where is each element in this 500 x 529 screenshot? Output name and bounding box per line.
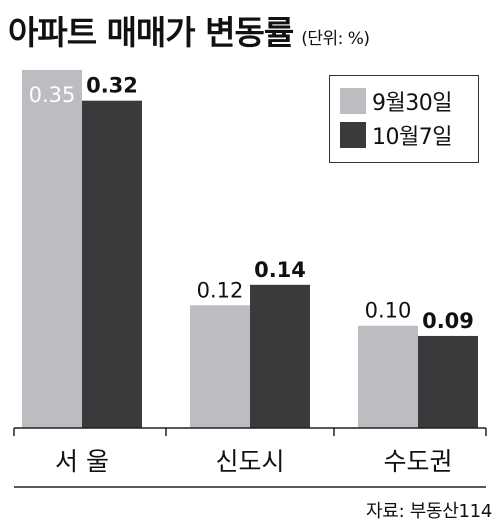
chart-title: 아파트 매매가 변동률 (8, 13, 294, 52)
category-label-new-town: 신도시 (215, 447, 284, 476)
category-label-seoul: 서 울 (55, 447, 109, 476)
legend-item-oct7: 10월7일 (340, 120, 452, 150)
legend-swatch-oct7 (340, 122, 366, 148)
bar-seoul-oct7 (82, 100, 142, 428)
value-label-capital-area-sep30: 0.10 (365, 299, 412, 323)
legend-swatch-sep30 (340, 88, 366, 114)
legend: 9월30일 10월7일 (329, 75, 479, 163)
source-note: 자료: 부동산114 (366, 501, 492, 522)
bar-new-town-oct7 (250, 284, 310, 428)
value-label-capital-area-oct7: 0.09 (422, 309, 474, 333)
value-label-new-town-sep30: 0.12 (197, 278, 244, 302)
legend-label-sep30: 9월30일 (372, 91, 452, 116)
value-label-seoul-sep30: 0.35 (29, 83, 76, 107)
legend-label-oct7: 10월7일 (372, 125, 452, 150)
bar-capital-area-sep30 (358, 325, 418, 428)
value-label-seoul-oct7: 0.32 (86, 74, 138, 98)
bar-seoul-sep30 (22, 70, 82, 428)
bar-new-town-sep30 (190, 305, 250, 428)
title-row: 아파트 매매가 변동률 (단위: %) (8, 6, 370, 54)
legend-item-sep30: 9월30일 (340, 86, 452, 116)
category-label-capital-area: 수도권 (383, 447, 452, 476)
bar-capital-area-oct7 (418, 335, 478, 428)
value-label-new-town-oct7: 0.14 (254, 258, 306, 282)
unit-label: (단위: %) (301, 29, 370, 49)
